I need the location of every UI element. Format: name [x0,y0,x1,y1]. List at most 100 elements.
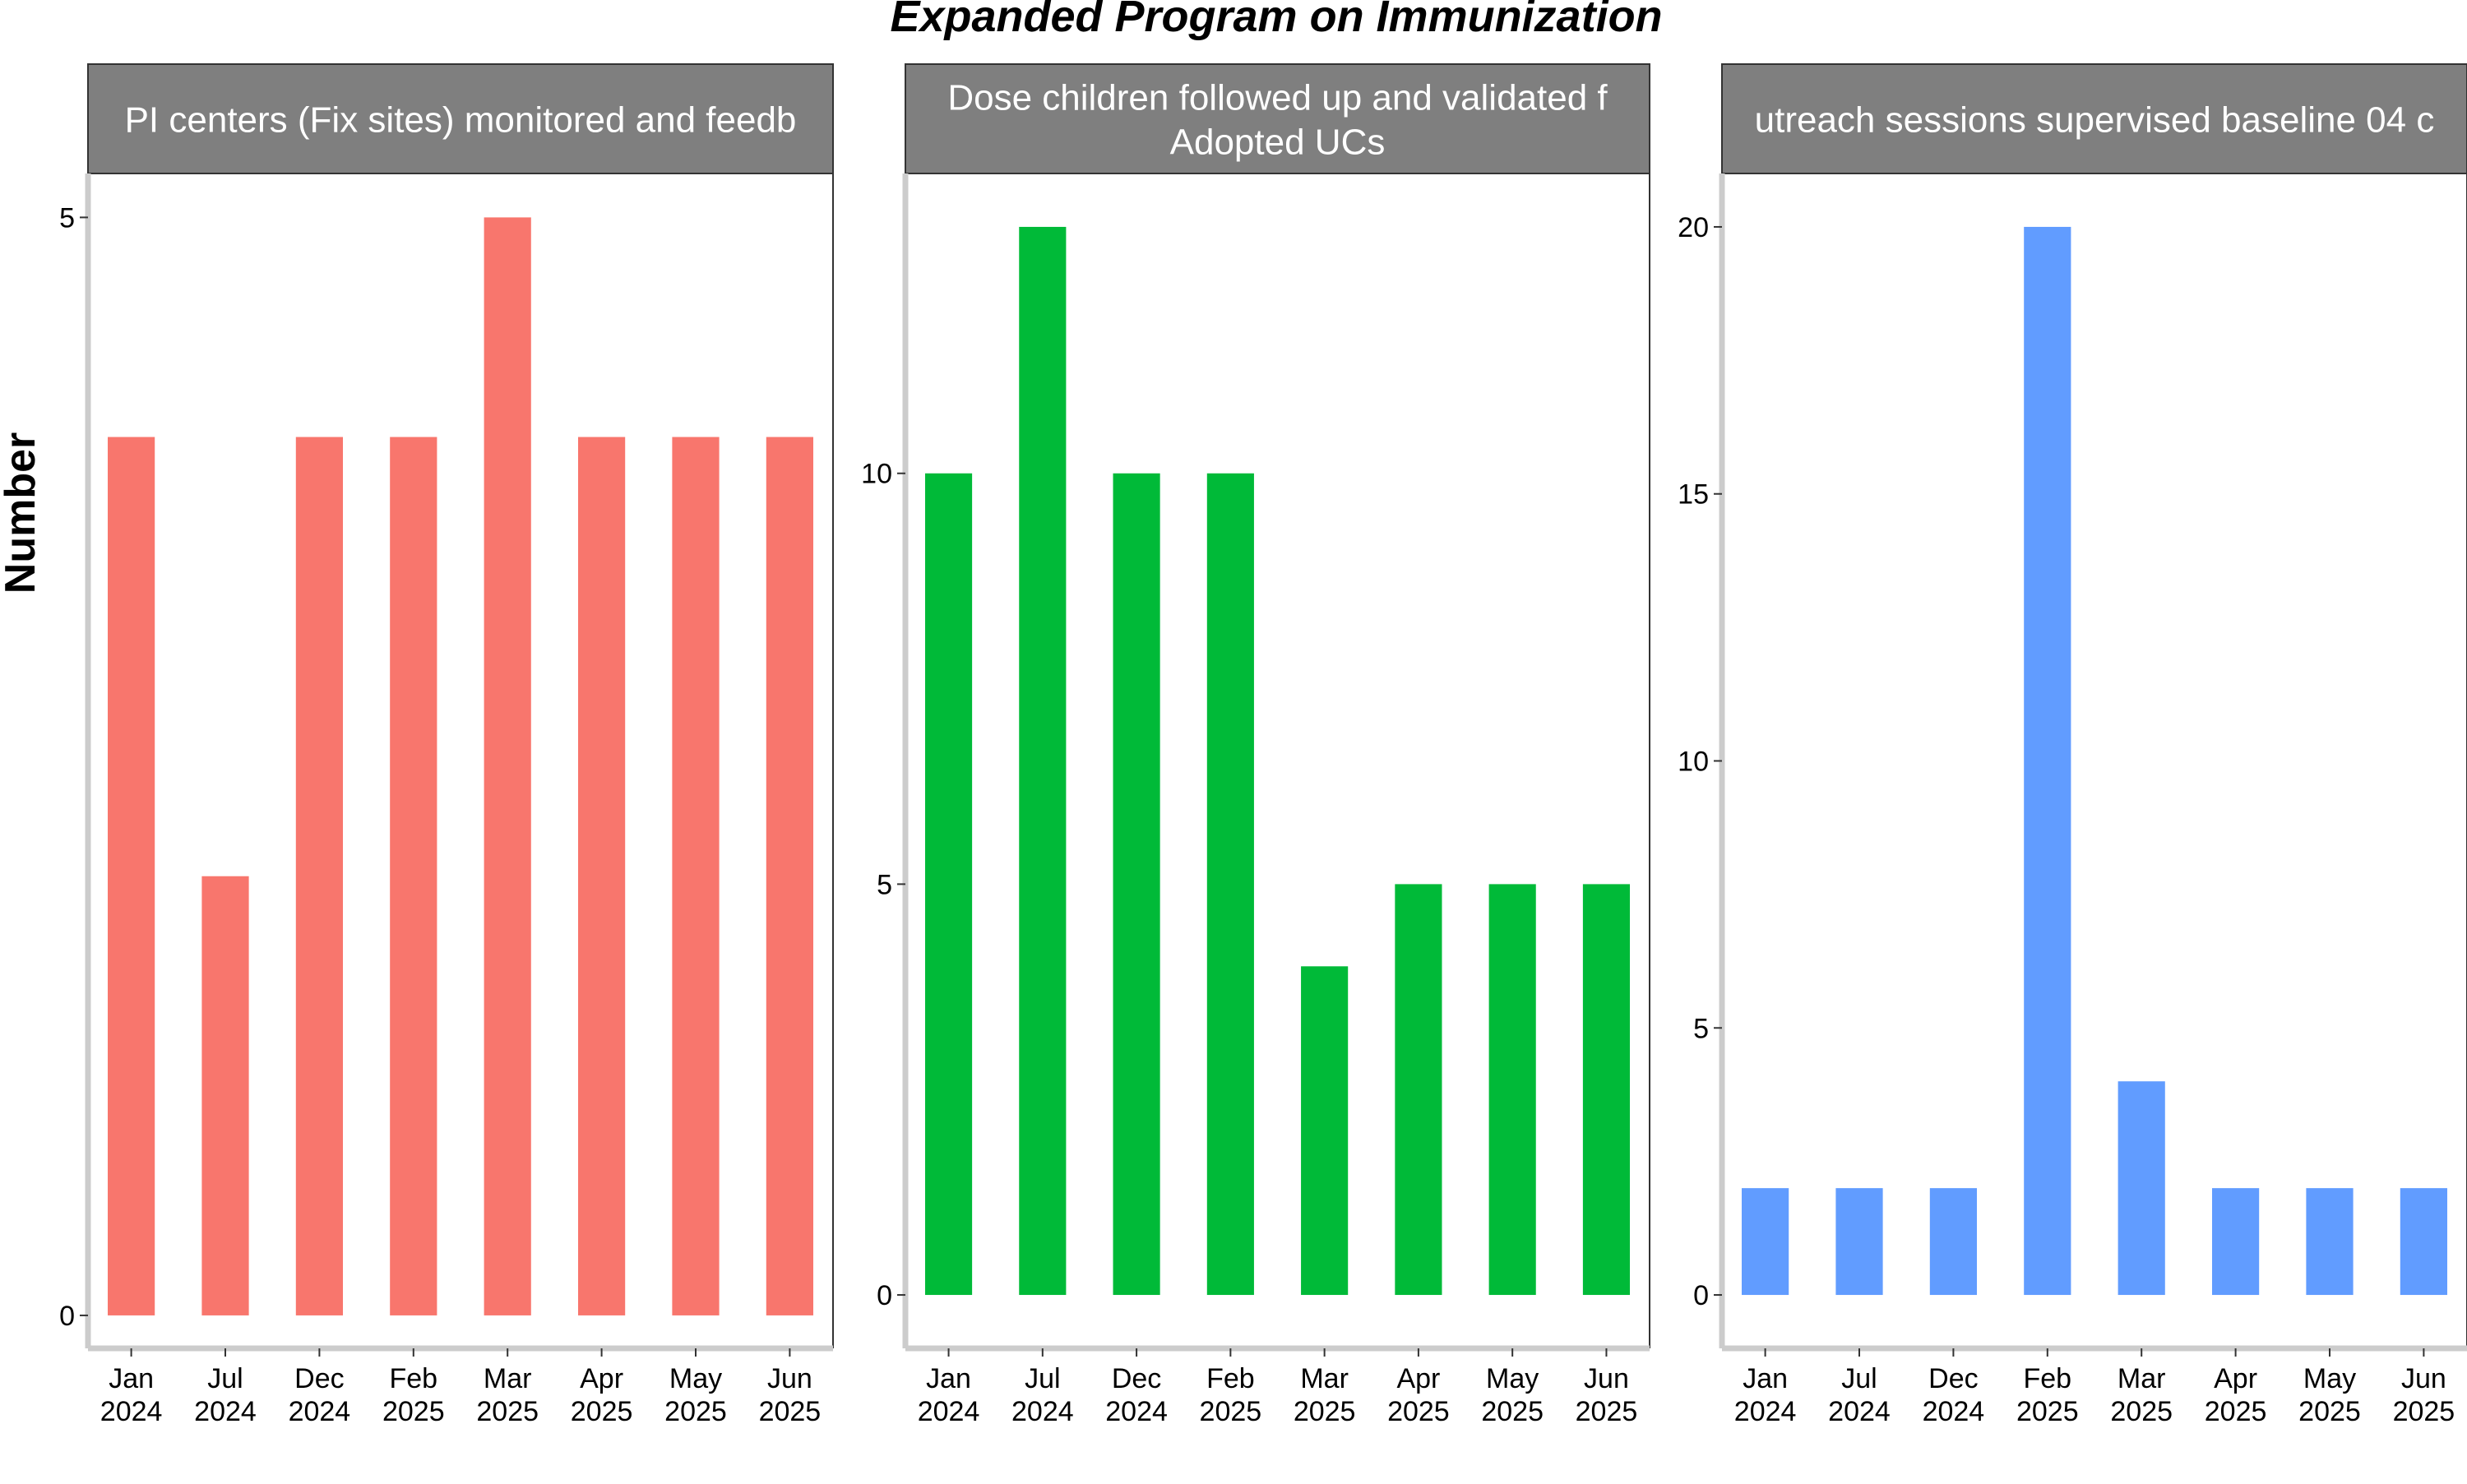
bar [2118,1081,2165,1296]
x-tick-label-month: Jul [207,1363,243,1394]
x-tick-label-month: Feb [1206,1363,1255,1394]
bar [201,876,249,1315]
bar [672,437,720,1315]
x-tick-label-month: May [1486,1363,1539,1394]
bar [1929,1188,1978,1296]
y-tick-label: 15 [1678,479,1709,511]
x-tick-label-year: 2025 [1576,1396,1638,1427]
x-tick-label-month: Jan [926,1363,971,1394]
y-tick-label: 0 [877,1280,892,1311]
x-tick-label-year: 2024 [1011,1396,1074,1427]
bar [484,217,531,1315]
y-tick-label: 10 [1678,747,1709,778]
y-tick-label: 20 [1678,212,1709,243]
y-tick-label: 10 [861,459,892,490]
facet-strip-label: Adopted UCs [1170,123,1386,163]
x-tick-label-month: Jun [767,1363,812,1394]
x-tick-label-year: 2024 [289,1396,351,1427]
bar [766,437,813,1315]
bar [1742,1188,1789,1296]
x-tick-label-year: 2024 [194,1396,257,1427]
facet-strip [905,63,1650,174]
bar [2211,1188,2260,1296]
y-tick-label: 5 [59,202,75,233]
x-tick-label-year: 2025 [1481,1396,1544,1427]
x-tick-label-year: 2024 [1828,1396,1891,1427]
facet-panels: PI centers (Fix sites) monitored and fee… [59,63,2467,1427]
x-tick-label-month: Jul [1025,1363,1060,1394]
bar [1301,966,1349,1296]
x-tick-label-month: Mar [484,1363,532,1394]
bar [295,437,344,1315]
y-tick-label: 5 [877,869,892,900]
x-tick-label-month: Mar [2118,1363,2166,1394]
chart-title: Expanded Program on Immunization [890,0,1662,41]
x-tick-label-month: Mar [1300,1363,1349,1394]
x-tick-label-year: 2024 [1923,1396,1985,1427]
x-tick-label-month: Dec [1928,1363,1978,1394]
bar [390,437,437,1315]
x-tick-label-month: Jan [109,1363,154,1394]
y-axis-label: Number [0,432,44,594]
y-tick-label: 5 [1693,1013,1709,1044]
x-tick-label-year: 2025 [2016,1396,2079,1427]
y-tick-label: 0 [59,1301,75,1332]
strip-label-group: PI centers (Fix sites) monitored and fee… [125,100,797,141]
x-tick-label-year: 2025 [382,1396,445,1427]
x-tick-label-year: 2024 [1734,1396,1797,1427]
x-tick-label-year: 2024 [100,1396,163,1427]
bar [1488,884,1536,1296]
bar [108,437,155,1315]
bar [1395,884,1442,1296]
bar [2400,1188,2447,1296]
x-tick-label-month: Jan [1743,1363,1788,1394]
facet-panel: PI centers (Fix sites) monitored and fee… [59,63,834,1427]
bar [1582,884,1631,1296]
x-tick-label-month: Apr [580,1363,623,1394]
x-tick-label-month: Jun [2401,1363,2446,1394]
facet-strip [1721,63,2467,174]
x-tick-label-month: Feb [390,1363,438,1394]
x-tick-label-year: 2025 [2110,1396,2173,1427]
x-tick-label-month: Jun [1584,1363,1629,1394]
x-tick-label-month: Dec [294,1363,344,1394]
x-tick-label-year: 2025 [2205,1396,2267,1427]
bar [1113,473,1160,1296]
facet-panel: utreach sessions supervised baseline 04 … [1678,63,2467,1427]
x-tick-label-year: 2025 [476,1396,539,1427]
bar [1835,1188,1883,1296]
strip-label-group: utreach sessions supervised baseline 04 … [1755,100,2435,141]
x-tick-label-month: Jul [1841,1363,1877,1394]
x-tick-label-month: Dec [1112,1363,1161,1394]
x-tick-label-year: 2025 [1200,1396,1262,1427]
bar [577,437,626,1315]
bar [2306,1188,2354,1296]
facet-strip [87,63,834,174]
bar [1206,473,1254,1296]
x-tick-label-year: 2025 [571,1396,633,1427]
bar [924,473,973,1296]
x-tick-label-year: 2024 [918,1396,980,1427]
x-tick-label-year: 2025 [2393,1396,2455,1427]
x-tick-label-month: Feb [2024,1363,2072,1394]
bar [2024,226,2071,1296]
bar [1019,226,1067,1296]
x-tick-label-year: 2025 [2298,1396,2361,1427]
facet-strip-label: PI centers (Fix sites) monitored and fee… [125,100,797,141]
x-tick-label-month: Apr [2214,1363,2257,1394]
x-tick-label-year: 2024 [1105,1396,1168,1427]
x-tick-label-year: 2025 [1387,1396,1450,1427]
x-tick-label-month: Apr [1396,1363,1440,1394]
facet-strip-label: Dose children followed up and validated … [947,78,1608,118]
y-tick-label: 0 [1693,1280,1709,1311]
x-tick-label-year: 2025 [1294,1396,1356,1427]
strip-label-group: Dose children followed up and validated … [947,78,1608,163]
facet-strip-label: utreach sessions supervised baseline 04 … [1755,100,2435,141]
x-tick-label-month: May [2303,1363,2356,1394]
x-tick-label-month: May [669,1363,722,1394]
x-tick-label-year: 2025 [759,1396,822,1427]
x-tick-label-year: 2025 [664,1396,727,1427]
facet-panel: Dose children followed up and validated … [861,63,1650,1427]
